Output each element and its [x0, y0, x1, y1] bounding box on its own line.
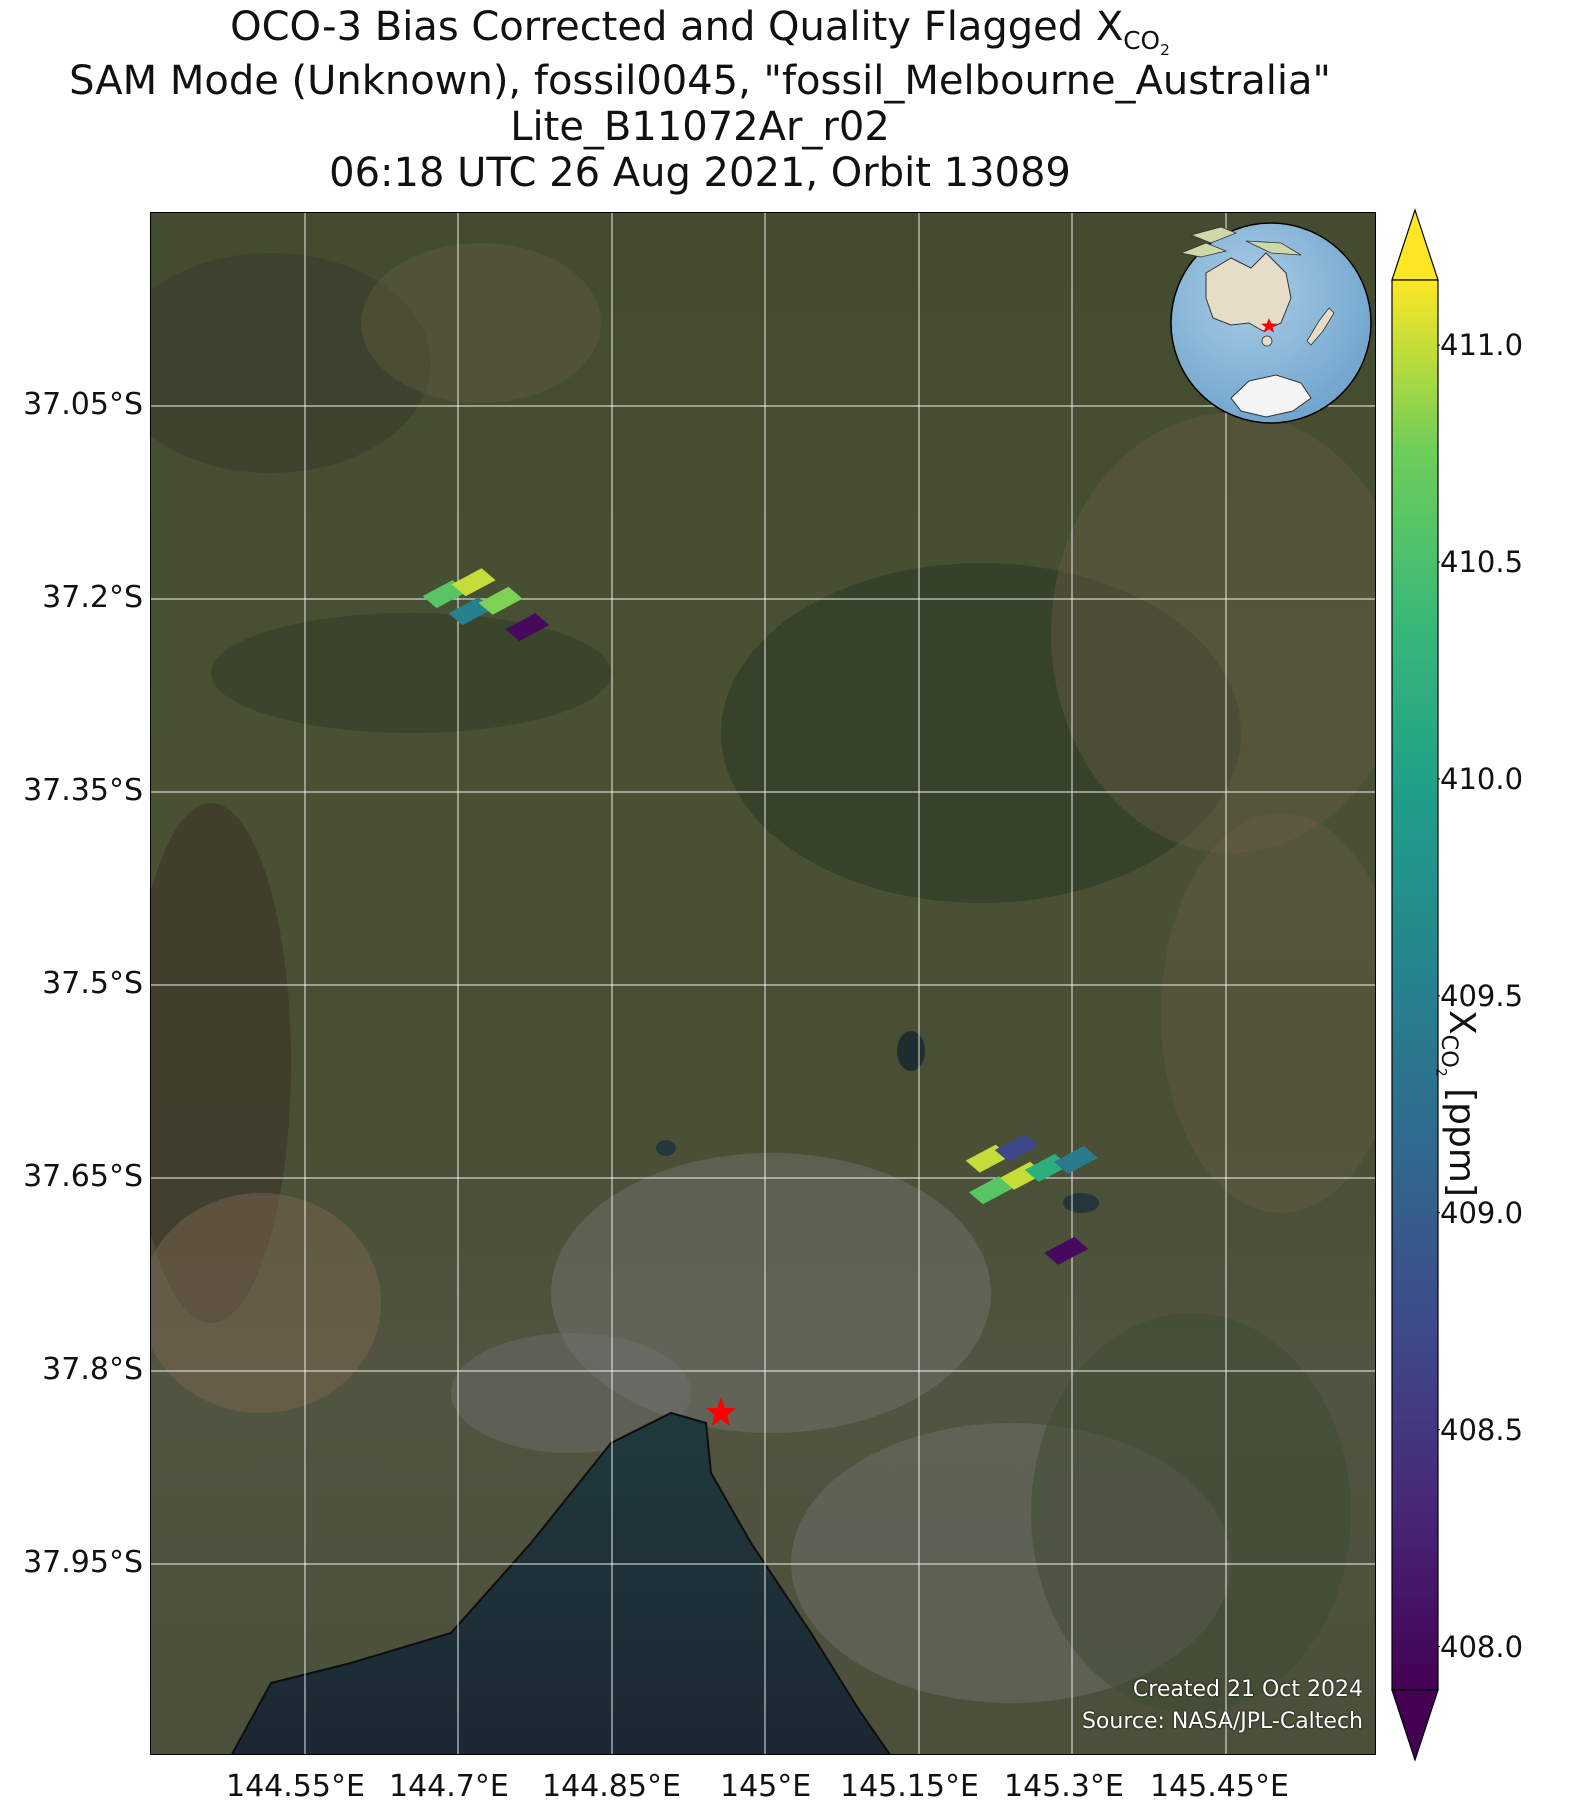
- lat-label-37.65: 37.65°S: [23, 1159, 143, 1194]
- lake-melton: [656, 1140, 676, 1156]
- lon-label-145.45: 145.45°E: [1150, 1769, 1289, 1804]
- colorbar-tick-label: 411.0: [1440, 328, 1524, 363]
- colorbar-gradient: [1391, 279, 1439, 1691]
- xco2-sounding: [451, 568, 496, 597]
- lake-sugarloaf: [1063, 1193, 1099, 1213]
- inset-indonesia: [1179, 242, 1228, 258]
- inset-asia: [1189, 226, 1238, 244]
- lon-label-145: 145°E: [720, 1769, 812, 1804]
- lon-label-145.3: 145.3°E: [1004, 1769, 1124, 1804]
- credit-created: Created 21 Oct 2024: [1132, 1677, 1363, 1702]
- lat-label-37.35: 37.35°S: [23, 773, 143, 808]
- lat-label-37.8: 37.8°S: [42, 1352, 143, 1387]
- title-line-1: OCO-3 Bias Corrected and Quality Flagged…: [0, 4, 1400, 73]
- colorbar-tick-label: 410.0: [1440, 761, 1524, 796]
- xco2-sounding: [505, 613, 550, 642]
- inset-tasmania: [1261, 335, 1273, 347]
- lon-label-145.15: 145.15°E: [840, 1769, 979, 1804]
- colorbar-tick-label: 409.0: [1440, 1195, 1524, 1230]
- xco2-sounding: [478, 586, 523, 615]
- colorbar-extend-min: [1391, 1689, 1439, 1762]
- lat-label-37.2: 37.2°S: [42, 580, 143, 615]
- colorbar: [1391, 208, 1440, 1762]
- port-phillip-bay: [230, 1411, 891, 1754]
- inset-australia: [1205, 252, 1292, 332]
- inset-new-guinea: [1245, 240, 1302, 256]
- title-line-2: SAM Mode (Unknown), fossil0045, "fossil_…: [69, 58, 1331, 104]
- xco2-sounding: [1053, 1145, 1098, 1174]
- colorbar-ticks: [1438, 344, 1440, 1648]
- inset-new-zealand: [1306, 307, 1335, 346]
- target-star-icon: [705, 1397, 737, 1427]
- lat-label-37.5: 37.5°S: [42, 966, 143, 1001]
- title-prefix: OCO-3 Bias Corrected and Quality Flagged…: [230, 4, 1124, 50]
- lat-label-37.95: 37.95°S: [23, 1545, 143, 1580]
- inset-antarctica: [1230, 374, 1312, 418]
- xco2-soundings: [422, 568, 1098, 1265]
- graticule: [151, 213, 1375, 1754]
- colorbar-extend-max: [1391, 208, 1439, 281]
- lat-label-37.05: 37.05°S: [23, 387, 143, 422]
- map-svg[interactable]: [151, 213, 1376, 1755]
- colorbar-tick-label: 408.5: [1440, 1412, 1524, 1447]
- xco2-sounding: [1044, 1236, 1089, 1265]
- lon-label-144.7: 144.7°E: [389, 1769, 509, 1804]
- colorbar-tick-label: 408.0: [1440, 1629, 1524, 1664]
- xco2-sounding: [968, 1176, 1013, 1205]
- title-subscript: CO2: [1123, 26, 1170, 59]
- lon-label-144.55: 144.55°E: [226, 1769, 365, 1804]
- colorbar-label: XCO2 [ppm]: [1432, 1010, 1482, 1197]
- map-panel[interactable]: Created 21 Oct 2024 Source: NASA/JPL-Cal…: [150, 212, 1376, 1755]
- terrain-background: [151, 213, 1375, 1754]
- credit-source: Source: NASA/JPL-Caltech: [1081, 1709, 1363, 1734]
- inset-star-icon: [1261, 318, 1277, 333]
- colorbar-tick-label: 410.5: [1440, 545, 1524, 579]
- title-line-4: 06:18 UTC 26 Aug 2021, Orbit 13089: [329, 150, 1071, 196]
- colorbar-tick-label: 409.5: [1440, 978, 1524, 1013]
- lake-eildon-reservoir: [897, 1031, 925, 1071]
- lon-label-144.85: 144.85°E: [542, 1769, 681, 1804]
- xco2-sounding: [994, 1134, 1039, 1163]
- title-line-3: Lite_B11072Ar_r02: [510, 104, 890, 150]
- target-location-star-icon: [705, 1397, 737, 1427]
- inset-globe: [1170, 222, 1372, 424]
